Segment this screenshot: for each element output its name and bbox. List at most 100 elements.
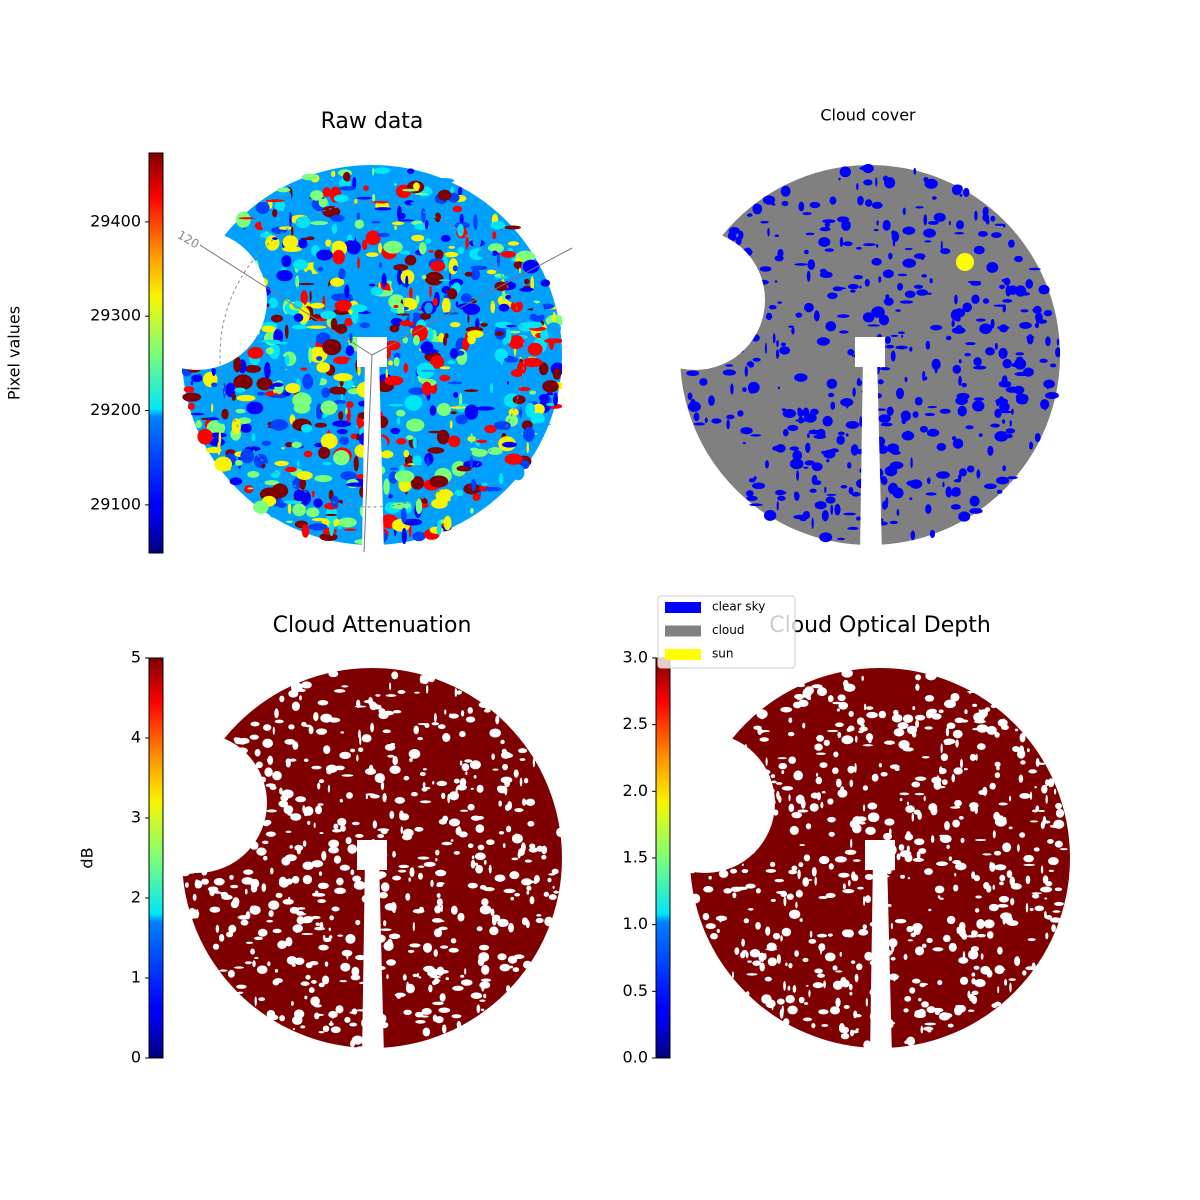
sky-blob bbox=[434, 212, 442, 223]
sky-blob bbox=[442, 815, 449, 822]
sky-blob bbox=[461, 763, 470, 772]
sky-blob bbox=[933, 785, 946, 789]
sky-blob bbox=[826, 493, 837, 496]
sky-blob bbox=[1051, 924, 1056, 933]
sky-blob bbox=[980, 965, 991, 975]
sky-blob bbox=[914, 792, 925, 796]
sky-blob bbox=[914, 838, 925, 846]
sky-blob bbox=[816, 734, 824, 742]
sky-blob bbox=[875, 177, 878, 187]
sky-blob bbox=[334, 689, 346, 693]
sky-blob bbox=[470, 433, 473, 444]
sky-blob bbox=[823, 980, 826, 989]
sky-blob bbox=[1033, 847, 1040, 852]
sky-blob bbox=[862, 744, 874, 747]
sky-blob bbox=[264, 480, 280, 486]
sky-blob bbox=[393, 357, 400, 367]
sky-blob bbox=[970, 945, 980, 952]
sky-blob bbox=[443, 312, 459, 315]
sky-blob bbox=[257, 928, 268, 937]
sky-blob bbox=[1014, 956, 1021, 967]
sky-blob bbox=[967, 1009, 975, 1013]
sky-blob bbox=[328, 935, 333, 939]
sky-blob bbox=[741, 938, 745, 947]
sky-blob bbox=[276, 187, 291, 193]
sky-blob bbox=[891, 230, 896, 236]
sky-blob bbox=[337, 934, 344, 937]
sky-blob bbox=[954, 1005, 963, 1016]
sky-blob bbox=[467, 843, 474, 849]
sky-blob bbox=[256, 847, 267, 856]
sky-blob bbox=[913, 926, 921, 936]
sky-blob bbox=[270, 867, 274, 875]
sky-blob bbox=[1055, 808, 1065, 818]
sky-blob bbox=[436, 520, 442, 536]
sky-blob bbox=[905, 805, 915, 813]
sky-blob bbox=[447, 288, 458, 300]
sky-blob bbox=[401, 527, 407, 545]
sky-blob bbox=[851, 871, 856, 881]
sky-blob bbox=[492, 231, 497, 240]
sky-blob bbox=[955, 396, 968, 405]
sky-blob bbox=[921, 943, 927, 948]
sky-blob bbox=[1044, 897, 1048, 900]
sky-blob bbox=[851, 491, 861, 497]
sky-blob bbox=[971, 978, 976, 985]
sky-blob bbox=[349, 1022, 357, 1027]
sky-blob bbox=[705, 923, 716, 930]
sky-blob bbox=[760, 220, 769, 224]
sky-blob bbox=[751, 482, 766, 490]
sky-blob bbox=[355, 1037, 359, 1041]
sky-blob bbox=[297, 282, 315, 286]
sky-blob bbox=[319, 831, 324, 835]
sky-blob bbox=[787, 1005, 798, 1015]
sky-blob bbox=[308, 346, 328, 363]
sky-blob bbox=[849, 779, 854, 788]
sky-blob bbox=[1015, 352, 1025, 356]
sky-blob bbox=[864, 199, 873, 207]
sky-blob bbox=[255, 201, 270, 215]
sky-blob bbox=[294, 957, 305, 965]
sky-blob bbox=[791, 811, 802, 819]
sky-blob bbox=[952, 438, 964, 449]
sky-blob bbox=[999, 284, 1006, 290]
sky-blob bbox=[819, 226, 831, 232]
sky-blob bbox=[854, 973, 859, 983]
sky-blob bbox=[780, 935, 783, 942]
sky-blob bbox=[914, 396, 923, 406]
sky-blob bbox=[897, 331, 905, 335]
sky-blob bbox=[902, 714, 914, 723]
sky-blob bbox=[237, 417, 252, 424]
sky-blob bbox=[873, 228, 879, 232]
panel-title: Cloud cover bbox=[820, 106, 916, 125]
sky-blob bbox=[1031, 892, 1042, 895]
sky-blob bbox=[523, 321, 543, 329]
sky-blob bbox=[416, 972, 420, 978]
sky-blob bbox=[780, 342, 786, 347]
sky-blob bbox=[827, 695, 834, 703]
sky-blob bbox=[185, 882, 189, 888]
sky-blob bbox=[378, 262, 383, 268]
sky-blob bbox=[433, 949, 438, 957]
sky-blob bbox=[421, 274, 427, 280]
sky-blob bbox=[500, 250, 516, 258]
sky-blob bbox=[195, 420, 203, 429]
sky-blob bbox=[310, 996, 320, 1007]
sky-blob bbox=[311, 765, 322, 770]
sky-blob bbox=[494, 273, 505, 278]
sky-blob bbox=[546, 322, 561, 335]
sky-blob bbox=[977, 231, 988, 237]
sky-blob bbox=[505, 294, 511, 300]
sky-blob bbox=[316, 356, 323, 361]
sky-blob bbox=[274, 380, 284, 395]
sky-blob bbox=[486, 839, 495, 846]
sky-blob bbox=[475, 318, 480, 329]
sky-blob bbox=[699, 378, 708, 386]
sky-blob bbox=[300, 367, 308, 371]
sky-blob bbox=[708, 395, 715, 406]
sky-blob bbox=[969, 508, 983, 514]
sky-blob bbox=[524, 278, 530, 285]
sky-blob bbox=[865, 826, 876, 835]
sky-blob bbox=[504, 225, 522, 230]
sky-blob bbox=[387, 938, 393, 949]
